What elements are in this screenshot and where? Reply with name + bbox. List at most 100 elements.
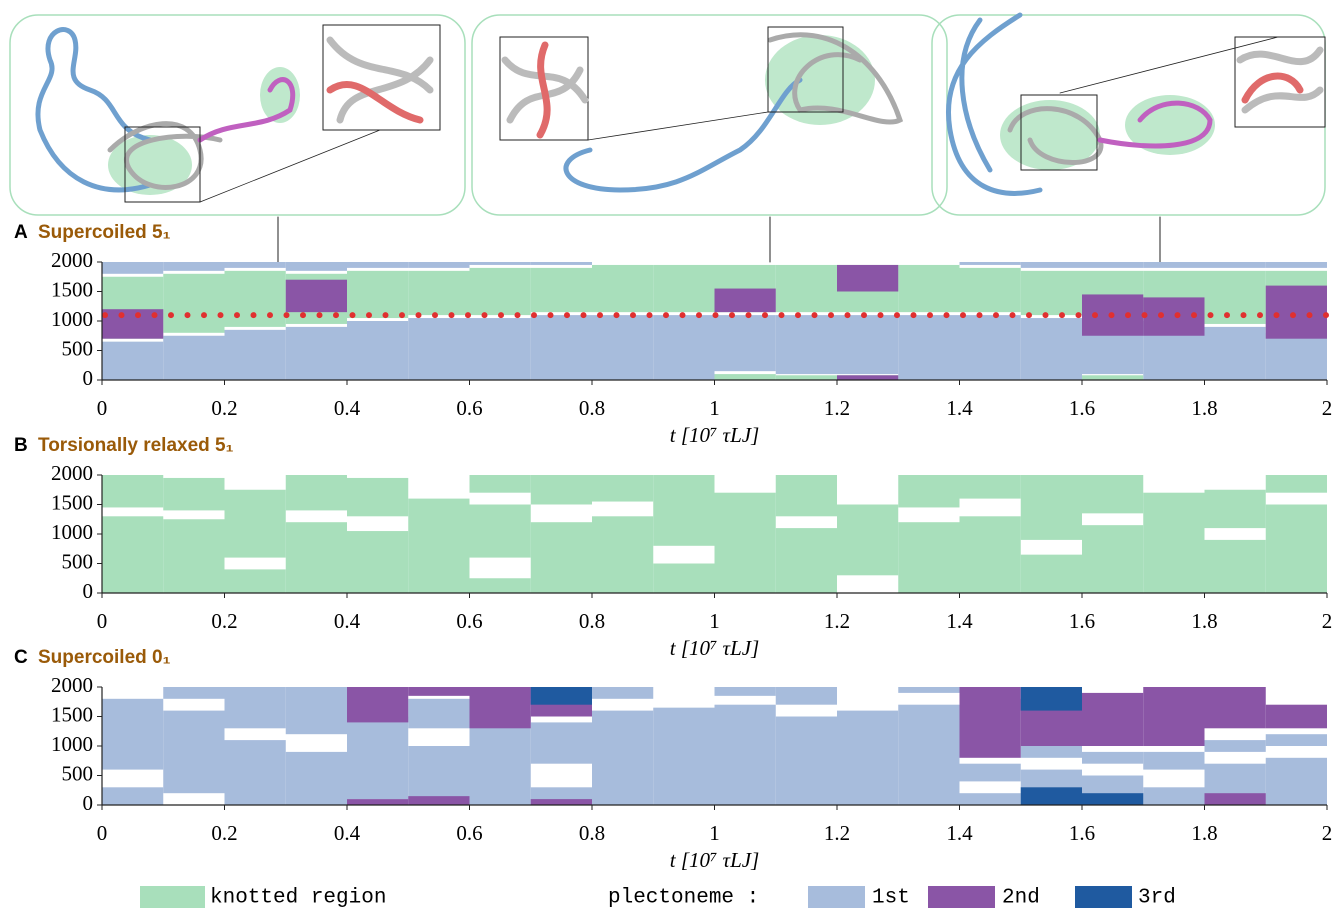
- region: [347, 321, 409, 380]
- region: [224, 270, 286, 327]
- region: [775, 475, 837, 517]
- x-tick-label: 2: [1322, 609, 1333, 633]
- region: [224, 569, 286, 593]
- region: [1265, 285, 1327, 339]
- region: [102, 698, 164, 770]
- region: [285, 279, 347, 313]
- x-tick-label: 1.6: [1069, 396, 1095, 420]
- region: [1143, 687, 1205, 746]
- region: [898, 687, 960, 693]
- region: [530, 722, 592, 764]
- region: [469, 262, 531, 265]
- region: [1020, 262, 1082, 268]
- y-tick-label: 2000: [51, 673, 93, 697]
- region: [1082, 793, 1144, 805]
- x-tick-label: 1.8: [1191, 396, 1217, 420]
- legend-swatch: [140, 886, 205, 908]
- strand: [326, 81, 424, 124]
- region: [592, 475, 654, 502]
- x-tick-label: 1.4: [946, 609, 973, 633]
- legend-swatch: [808, 886, 865, 908]
- x-tick-label: 0.8: [579, 609, 605, 633]
- y-tick-label: 1500: [51, 702, 93, 726]
- region: [714, 315, 776, 372]
- strand: [536, 41, 551, 139]
- region: [959, 793, 1021, 805]
- region: [959, 475, 1021, 499]
- connector: [1059, 36, 1279, 94]
- region: [408, 498, 470, 593]
- x-tick-label: 1.6: [1069, 821, 1095, 845]
- region: [592, 710, 654, 805]
- image-frame: [9, 14, 466, 216]
- legend-swatch: [928, 886, 995, 908]
- region: [1082, 751, 1144, 764]
- region: [347, 687, 409, 723]
- region: [102, 516, 164, 593]
- region: [163, 262, 225, 271]
- strand: [197, 77, 296, 143]
- region: [1082, 692, 1144, 746]
- region: [469, 475, 531, 493]
- strand: [326, 36, 434, 124]
- region: [775, 528, 837, 593]
- region: [653, 475, 715, 546]
- panel-label: C: [14, 647, 28, 668]
- region: [775, 315, 837, 375]
- region: [285, 475, 347, 511]
- structure-images: [9, 12, 1326, 263]
- region: [530, 522, 592, 593]
- region: [1020, 746, 1082, 758]
- region: [102, 262, 164, 274]
- region: [1265, 734, 1327, 746]
- region: [408, 318, 470, 380]
- x-tick-label: 0.8: [579, 396, 605, 420]
- region: [1020, 270, 1082, 316]
- x-axis-label: t [10⁷ τLJ]: [670, 848, 760, 872]
- region: [592, 687, 654, 699]
- region: [653, 563, 715, 593]
- region: [408, 262, 470, 268]
- x-tick-label: 0.6: [456, 609, 482, 633]
- y-tick-label: 0: [83, 366, 94, 390]
- region: [837, 375, 899, 380]
- region: [959, 267, 1021, 313]
- region: [163, 335, 225, 380]
- y-tick-label: 1500: [51, 490, 93, 514]
- region: [530, 799, 592, 805]
- region: [347, 477, 409, 517]
- region: [1204, 740, 1266, 752]
- region: [837, 315, 899, 375]
- x-axis-label: t [10⁷ τLJ]: [670, 636, 760, 660]
- region: [1204, 687, 1266, 729]
- region: [1143, 787, 1205, 805]
- region: [959, 315, 1021, 380]
- legend-heading: plectoneme :: [608, 887, 759, 910]
- region: [1204, 539, 1266, 593]
- region: [163, 687, 225, 699]
- region: [408, 698, 470, 729]
- y-tick-label: 0: [83, 791, 94, 815]
- region: [1265, 757, 1327, 805]
- region: [530, 315, 592, 380]
- legend: knotted region plectoneme : 1st 2nd 3rd: [140, 886, 1176, 910]
- legend-label: 2nd: [1002, 887, 1040, 910]
- x-tick-label: 0.4: [334, 821, 361, 845]
- strand: [946, 12, 1043, 196]
- x-tick-label: 2: [1322, 821, 1333, 845]
- strand: [563, 77, 803, 193]
- legend-label: knotted region: [210, 887, 386, 910]
- y-tick-label: 500: [62, 549, 94, 573]
- region: [285, 751, 347, 805]
- region: [837, 710, 899, 805]
- region: [1020, 318, 1082, 380]
- region: [285, 522, 347, 593]
- region: [1265, 332, 1327, 380]
- region: [959, 763, 1021, 782]
- region: [714, 687, 776, 696]
- x-tick-label: 1.2: [824, 821, 850, 845]
- region: [102, 475, 164, 508]
- strand: [35, 27, 153, 193]
- region: [469, 318, 531, 380]
